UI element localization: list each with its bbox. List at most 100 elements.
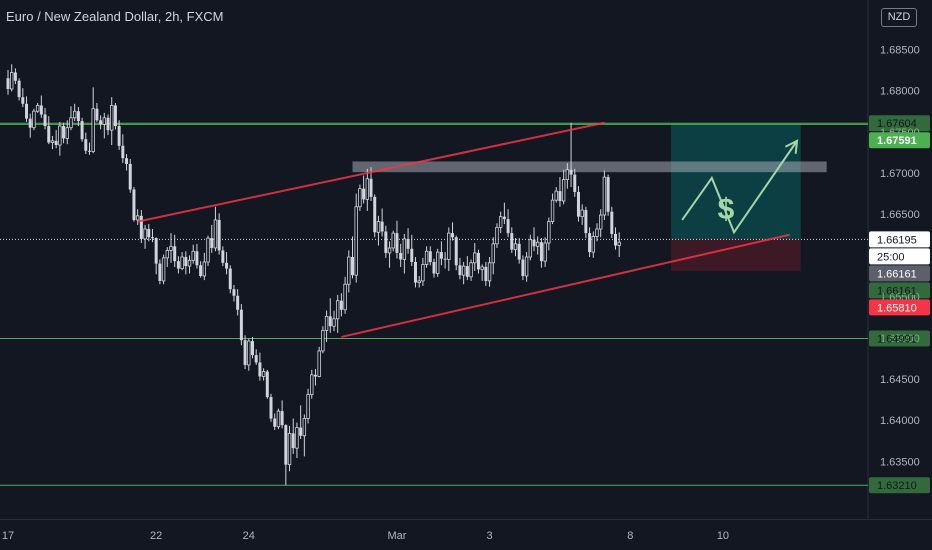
candle-body [480,266,484,270]
candle-body [147,229,151,238]
candle-body [72,110,77,119]
candle-body [317,350,321,377]
candle-body [595,228,599,237]
price-label-bg [869,299,930,316]
candle-body [573,174,577,192]
price-label: 1.66161 [877,268,917,280]
candle-body [328,316,332,327]
candle-body [521,259,525,276]
candle-body [606,177,610,212]
channel-line [341,233,790,338]
candle-body [121,145,125,159]
candle-body [473,252,477,264]
candle-body [506,219,510,234]
candle-body [428,251,432,262]
candle-body [65,127,69,139]
candle-body [558,191,562,202]
candle-body [10,72,14,90]
price-label: 1.63210 [877,480,917,492]
candle-body [532,239,536,247]
candle-body [343,283,347,311]
candle-body [13,72,17,81]
candle-body [339,300,343,310]
candle-body [510,233,514,250]
candle-body [139,215,143,239]
candle-body [502,216,506,220]
target-zone [671,123,801,240]
candle-body [62,126,66,139]
candle-body [254,355,258,363]
candle-body [58,125,62,146]
candle-body [106,117,110,131]
price-label-bg [869,132,930,149]
candle-body [169,245,173,251]
price-label: 1.65810 [877,302,917,314]
candle-body [528,239,533,258]
price-tick-label: 1.67000 [880,168,920,180]
candle-body [202,261,207,277]
candle-body [524,256,529,277]
candle-body [280,411,284,426]
candle-body [76,111,80,122]
candle-body [39,105,43,115]
candle-body [225,262,229,269]
candle-body [210,238,214,248]
candle-body [461,265,466,276]
candle-body [276,410,281,428]
candle-body [324,315,329,331]
candle-body [554,190,558,201]
candle-body [113,105,117,127]
time-tick-label: 8 [627,530,633,542]
candle-body [295,427,299,449]
currency-badge[interactable]: NZD [881,8,917,27]
candle-body [191,250,195,261]
candle-body [284,425,288,465]
candle-body [610,211,614,234]
candle-body [69,117,73,129]
candle-body [580,209,584,218]
candle-body [406,238,410,249]
candle-body [413,261,417,283]
candle-body [180,256,184,269]
price-label: 1.64991 [877,334,917,346]
candle-body [447,232,451,260]
candle-body [395,233,399,253]
candle-body [291,433,295,449]
candle-body [484,266,488,281]
candle-body [158,263,162,281]
candle-body [614,233,618,246]
candle-body [543,242,547,262]
candle-body [221,250,225,263]
candle-body [239,309,243,341]
candle-body [517,243,521,260]
candle-body [236,295,240,310]
candle-body [495,226,499,245]
candle-body [487,262,492,282]
candle-body [451,233,455,238]
candle-body [591,236,595,253]
candle-body [195,251,199,266]
candle-body [80,121,84,140]
time-tick-label: 22 [150,530,162,542]
candle-body [161,257,166,282]
candle-body [513,243,518,251]
candle-body [28,118,32,128]
candle-body [598,214,603,230]
candle-body [117,126,121,146]
time-tick-label: 24 [243,530,255,542]
candle-body [588,233,592,253]
candle-body [50,140,55,143]
time-tick-label: Mar [387,530,406,542]
candle-body [576,191,580,217]
candle-body [443,258,447,260]
candle-body [258,362,262,377]
candle-body [217,219,221,251]
candle-body [187,259,192,267]
candle-body [491,243,495,264]
price-label-bg [869,477,930,494]
candle-body [332,318,336,327]
price-label: 1.66195 [877,234,917,246]
candle-body [247,340,251,366]
projection-arrowhead [784,139,799,154]
